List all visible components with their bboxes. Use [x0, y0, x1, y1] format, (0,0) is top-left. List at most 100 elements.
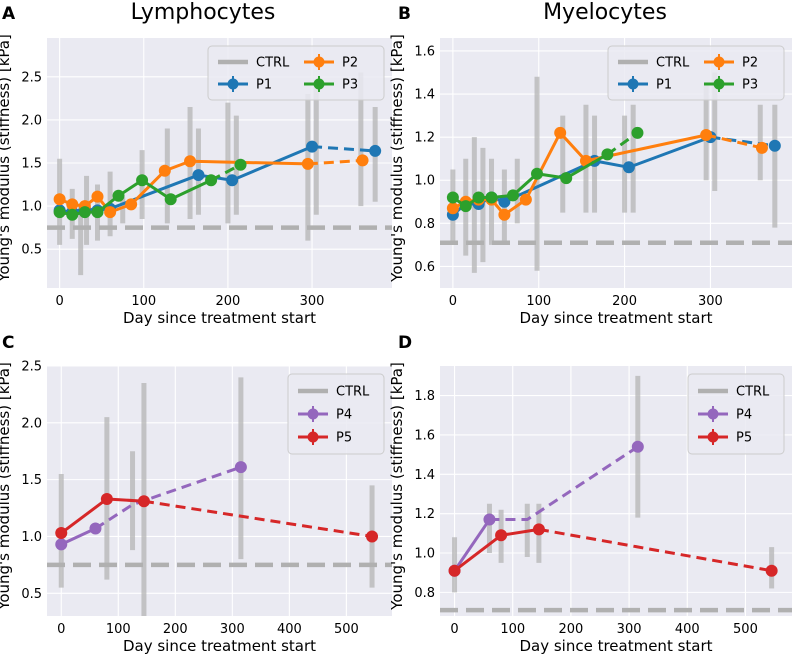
- data-point-p5: [765, 564, 778, 577]
- legend-marker-p4: [707, 408, 719, 420]
- legend-label-p5: P5: [736, 431, 752, 446]
- title-lymphocytes: Lymphocytes: [131, 0, 276, 25]
- y-tick-label: 2.0: [21, 416, 42, 431]
- data-point-p2: [158, 164, 171, 177]
- panel-b: 0 100 200 300 0.6 0.8 1.0 1.2 1.4 1.6 Day since tr…: [388, 34, 792, 327]
- legend-label-p4: P4: [336, 408, 352, 423]
- panel-label-b: B: [398, 4, 411, 24]
- x-tick-label: 300: [300, 294, 325, 309]
- series-line-p4: [60, 527, 97, 546]
- data-point-p2: [446, 202, 459, 215]
- data-point-p2: [66, 198, 79, 211]
- data-point-p3: [560, 172, 573, 185]
- data-point-p3: [531, 167, 544, 180]
- x-tick-label: 400: [675, 622, 700, 637]
- data-point-p4: [55, 538, 68, 551]
- data-layer: [47, 72, 392, 276]
- data-point-p3: [631, 126, 644, 139]
- legend-label-p3: P3: [342, 78, 358, 93]
- legend-box: [607, 45, 785, 101]
- y-tick-label: 2.5: [21, 360, 42, 375]
- legend-label-p2: P2: [742, 56, 758, 71]
- data-point-p4: [631, 440, 644, 453]
- x-tick-label: 200: [558, 622, 583, 637]
- series-dashed-p4: [94, 465, 242, 530]
- data-point-p1: [192, 169, 205, 182]
- x-tick-label: 0: [449, 294, 457, 309]
- y-axis-label: Young's modulus (stiffness) [kPa]: [388, 34, 406, 283]
- data-point-p5: [448, 564, 461, 577]
- data-point-p2: [755, 141, 768, 154]
- legend-marker-p3: [713, 78, 725, 90]
- x-axis-label: Day since treatment start: [519, 309, 712, 327]
- y-tick-label: 1.2: [414, 131, 435, 146]
- x-axis-label: Day since treatment start: [519, 637, 712, 654]
- data-point-p2: [91, 190, 104, 203]
- data-point-p5: [366, 530, 379, 543]
- x-tick-label: 100: [106, 622, 131, 637]
- legend-label-ctrl: CTRL: [736, 385, 770, 400]
- data-point-p3: [53, 206, 66, 219]
- y-tick-label: 1.8: [414, 389, 435, 404]
- x-tick-label: 100: [500, 622, 525, 637]
- y-tick-label: 1.2: [414, 507, 435, 522]
- legend-label-p1: P1: [656, 78, 672, 93]
- legend-label-p1: P1: [256, 78, 272, 93]
- data-point-p4: [234, 461, 247, 474]
- data-point-p3: [205, 174, 218, 187]
- data-point-p2: [356, 154, 369, 167]
- legend-box: [207, 45, 385, 101]
- data-point-p3: [234, 158, 247, 171]
- y-tick-label: 1.0: [21, 530, 42, 545]
- y-axis-label: Young's modulus (stiffness) [kPa]: [388, 362, 406, 611]
- y-tick-label: 1.0: [414, 174, 435, 189]
- series-dashed-p2: [307, 158, 363, 166]
- x-axis-label: Day since treatment start: [123, 637, 316, 654]
- data-point-p5: [100, 492, 113, 505]
- panel-label-a: A: [2, 4, 16, 24]
- legend-marker-p2: [313, 56, 325, 68]
- legend: CTRL P1 P2 P3: [207, 45, 385, 101]
- y-tick-label: 0.8: [414, 586, 435, 601]
- legend-label-ctrl: CTRL: [256, 56, 290, 71]
- data-point-p3: [506, 189, 519, 202]
- data-point-p2: [53, 193, 66, 206]
- data-point-p5: [55, 527, 68, 540]
- legend: CTRL P4 P5: [687, 373, 785, 455]
- data-point-p1: [622, 161, 635, 174]
- series-dashed-p5: [538, 527, 772, 573]
- series-dashed-p3: [606, 131, 639, 156]
- y-tick-label: 0.5: [21, 587, 42, 602]
- series-dashed-p1: [311, 145, 376, 153]
- x-tick-label: 0: [57, 622, 65, 637]
- data-point-p3: [66, 208, 79, 221]
- x-tick-label: 300: [617, 622, 642, 637]
- legend: CTRL P4 P5: [287, 373, 385, 455]
- y-tick-label: 1.0: [414, 547, 435, 562]
- data-point-p3: [78, 206, 91, 219]
- panel-c: 0 100 200 300 400 500 0.5 1.0 1.5 2.0 2.5 Day since…: [0, 360, 392, 654]
- y-tick-label: 0.8: [414, 217, 435, 232]
- legend-marker-p1: [227, 78, 239, 90]
- legend: CTRL P1 P2 P3: [607, 45, 785, 101]
- y-tick-label: 2.5: [21, 70, 42, 85]
- data-point-p3: [446, 191, 459, 204]
- y-axis-label: Young's modulus (stiffness) [kPa]: [0, 362, 13, 611]
- legend-label-p2: P2: [342, 56, 358, 71]
- data-point-p1: [226, 174, 239, 187]
- x-tick-label: 100: [131, 294, 156, 309]
- data-point-p2: [498, 208, 511, 221]
- legend-label-ctrl: CTRL: [336, 385, 370, 400]
- data-point-p5: [532, 523, 545, 536]
- data-point-p4: [89, 522, 102, 535]
- x-axis-label: Day since treatment start: [123, 309, 316, 327]
- data-point-p3: [459, 200, 472, 213]
- series-dashed-p2: [705, 133, 763, 150]
- y-tick-label: 1.4: [414, 468, 435, 483]
- y-axis-label: Young's modulus (stiffness) [kPa]: [0, 34, 13, 283]
- panel-a: 0 100 200 300 0.5 1.0 1.5 2.0 2.5 Day since treat…: [0, 34, 392, 327]
- data-point-p2: [519, 193, 532, 206]
- data-layer: [440, 375, 792, 613]
- y-tick-label: 1.6: [414, 44, 435, 59]
- data-point-p2: [700, 128, 713, 141]
